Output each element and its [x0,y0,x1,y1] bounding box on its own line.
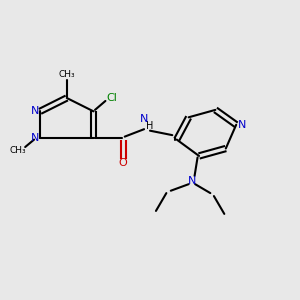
Text: CH₃: CH₃ [9,146,26,154]
Text: O: O [119,158,128,168]
Text: N: N [188,176,196,186]
Text: Cl: Cl [106,93,117,103]
Text: N: N [31,106,39,116]
Text: H: H [146,121,154,131]
Text: N: N [238,120,246,130]
Text: N: N [140,114,148,124]
Text: CH₃: CH₃ [58,70,75,79]
Text: N: N [31,133,39,143]
